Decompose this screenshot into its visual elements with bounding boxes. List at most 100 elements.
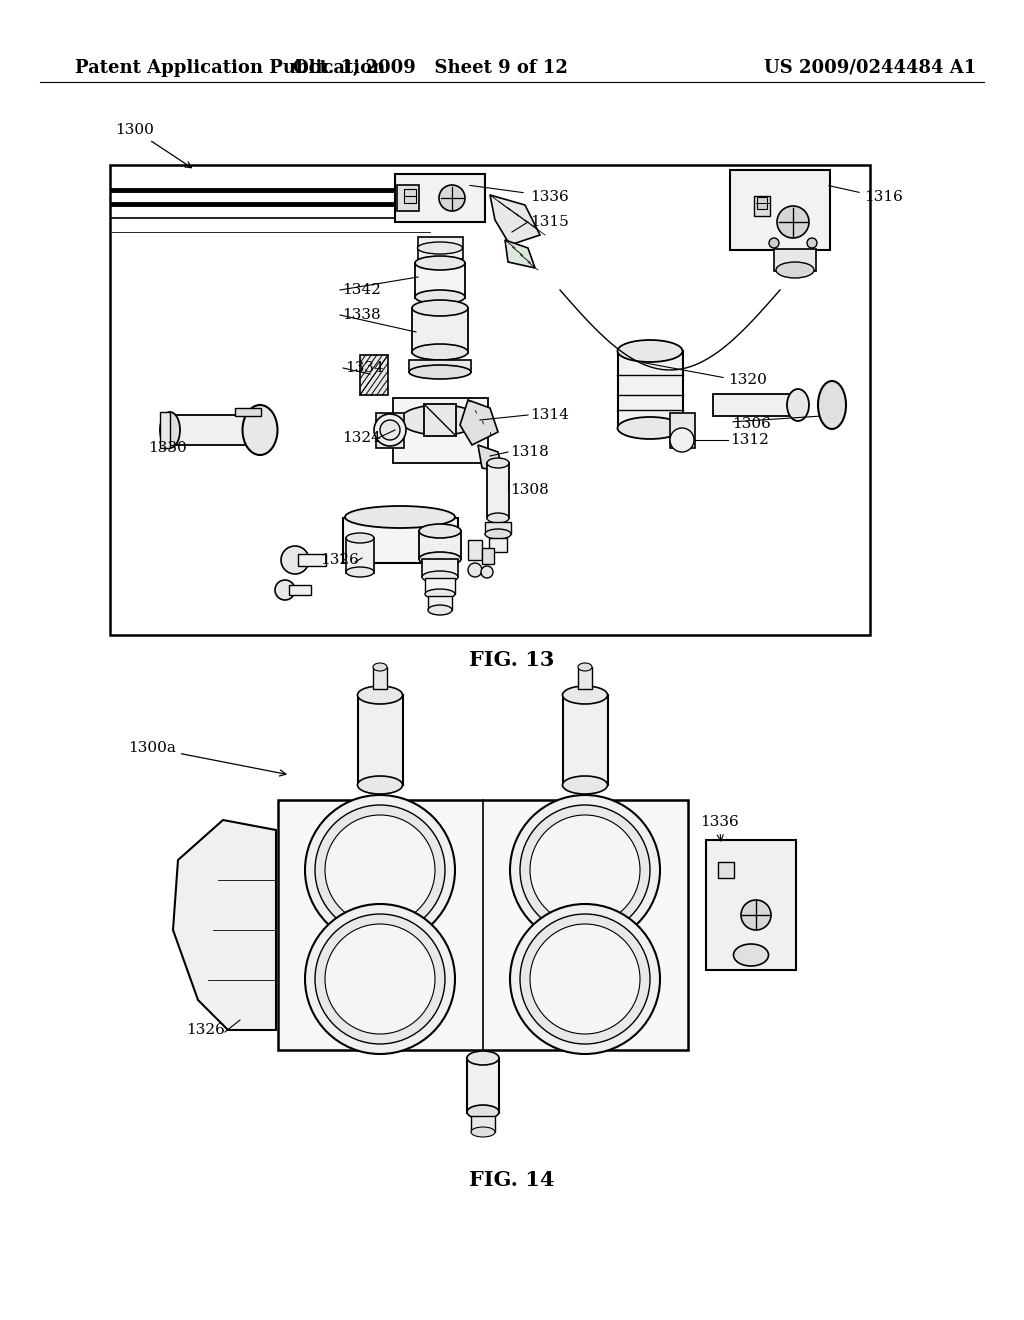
Bar [670, 412, 694, 447]
Ellipse shape [578, 663, 592, 671]
Circle shape [510, 904, 660, 1053]
Ellipse shape [818, 381, 846, 429]
Bar [404, 189, 416, 203]
Bar [412, 308, 468, 352]
Circle shape [380, 420, 400, 440]
Bar [110, 165, 870, 635]
Ellipse shape [562, 686, 607, 704]
Circle shape [325, 924, 435, 1034]
Circle shape [481, 566, 493, 578]
Ellipse shape [412, 345, 468, 360]
Ellipse shape [487, 458, 509, 469]
Ellipse shape [439, 185, 465, 211]
Text: 1326: 1326 [186, 1023, 225, 1038]
Bar [373, 667, 387, 689]
Bar [467, 1057, 499, 1113]
Bar [415, 263, 465, 297]
Polygon shape [460, 400, 498, 445]
Bar [485, 521, 511, 535]
Bar [346, 537, 374, 573]
Ellipse shape [412, 300, 468, 315]
Circle shape [520, 805, 650, 935]
Bar [376, 412, 404, 447]
Ellipse shape [617, 417, 683, 440]
Text: 1314: 1314 [530, 408, 569, 422]
Bar [487, 462, 509, 517]
Circle shape [374, 414, 406, 446]
Bar [578, 667, 592, 689]
Circle shape [530, 814, 640, 925]
Bar [482, 548, 494, 564]
Text: 1334: 1334 [345, 360, 384, 375]
Ellipse shape [741, 900, 771, 931]
Text: 1308: 1308 [510, 483, 549, 498]
Bar [754, 195, 770, 216]
Bar [278, 800, 688, 1049]
Ellipse shape [617, 341, 683, 362]
Ellipse shape [400, 405, 480, 436]
Text: 1320: 1320 [728, 374, 767, 387]
Bar [422, 558, 458, 577]
Bar [774, 249, 816, 271]
Bar [342, 517, 458, 562]
Circle shape [510, 795, 660, 945]
Bar [409, 360, 471, 372]
Bar [425, 578, 455, 594]
Ellipse shape [418, 242, 463, 253]
Bar [160, 412, 170, 447]
Bar [170, 414, 260, 445]
Circle shape [670, 428, 694, 451]
Ellipse shape [467, 1105, 499, 1119]
Bar [730, 170, 830, 249]
Ellipse shape [415, 290, 465, 304]
Text: 1336: 1336 [700, 814, 738, 841]
Ellipse shape [487, 513, 509, 523]
Ellipse shape [471, 1127, 495, 1137]
Circle shape [281, 546, 309, 574]
Text: 1336: 1336 [530, 190, 568, 205]
Bar [562, 696, 607, 785]
Ellipse shape [357, 776, 402, 795]
Ellipse shape [346, 568, 374, 577]
Ellipse shape [562, 776, 607, 795]
Bar [419, 531, 461, 558]
Bar [706, 840, 796, 970]
Ellipse shape [426, 533, 454, 543]
Bar [617, 351, 683, 429]
Ellipse shape [422, 572, 458, 583]
Text: 1300: 1300 [115, 123, 191, 168]
Text: 1315: 1315 [530, 215, 568, 228]
Text: Oct. 1, 2009   Sheet 9 of 12: Oct. 1, 2009 Sheet 9 of 12 [293, 59, 567, 77]
Ellipse shape [426, 568, 454, 577]
Text: Patent Application Publication: Patent Application Publication [75, 59, 385, 77]
Text: 1324: 1324 [342, 432, 381, 445]
Bar [468, 540, 482, 560]
Ellipse shape [777, 206, 809, 238]
Bar [718, 862, 734, 878]
Text: 1338: 1338 [342, 308, 381, 322]
Text: 1300a: 1300a [128, 741, 286, 776]
Ellipse shape [419, 524, 461, 539]
Bar [392, 397, 487, 462]
Ellipse shape [419, 552, 461, 566]
Bar [471, 1115, 495, 1133]
Bar [418, 238, 463, 259]
Ellipse shape [428, 605, 452, 615]
Text: US 2009/0244484 A1: US 2009/0244484 A1 [764, 59, 976, 77]
Circle shape [305, 795, 455, 945]
Ellipse shape [346, 533, 374, 543]
Bar [426, 537, 454, 573]
Text: 1330: 1330 [148, 441, 186, 455]
Circle shape [807, 238, 817, 248]
Polygon shape [490, 195, 540, 246]
Ellipse shape [467, 1051, 499, 1065]
Bar [289, 585, 311, 595]
Text: 1326: 1326 [319, 553, 358, 568]
Text: 1342: 1342 [342, 282, 381, 297]
Circle shape [305, 904, 455, 1053]
Bar [424, 404, 456, 436]
Polygon shape [360, 355, 388, 395]
Bar [757, 197, 767, 209]
Ellipse shape [415, 256, 465, 271]
Ellipse shape [345, 506, 455, 528]
